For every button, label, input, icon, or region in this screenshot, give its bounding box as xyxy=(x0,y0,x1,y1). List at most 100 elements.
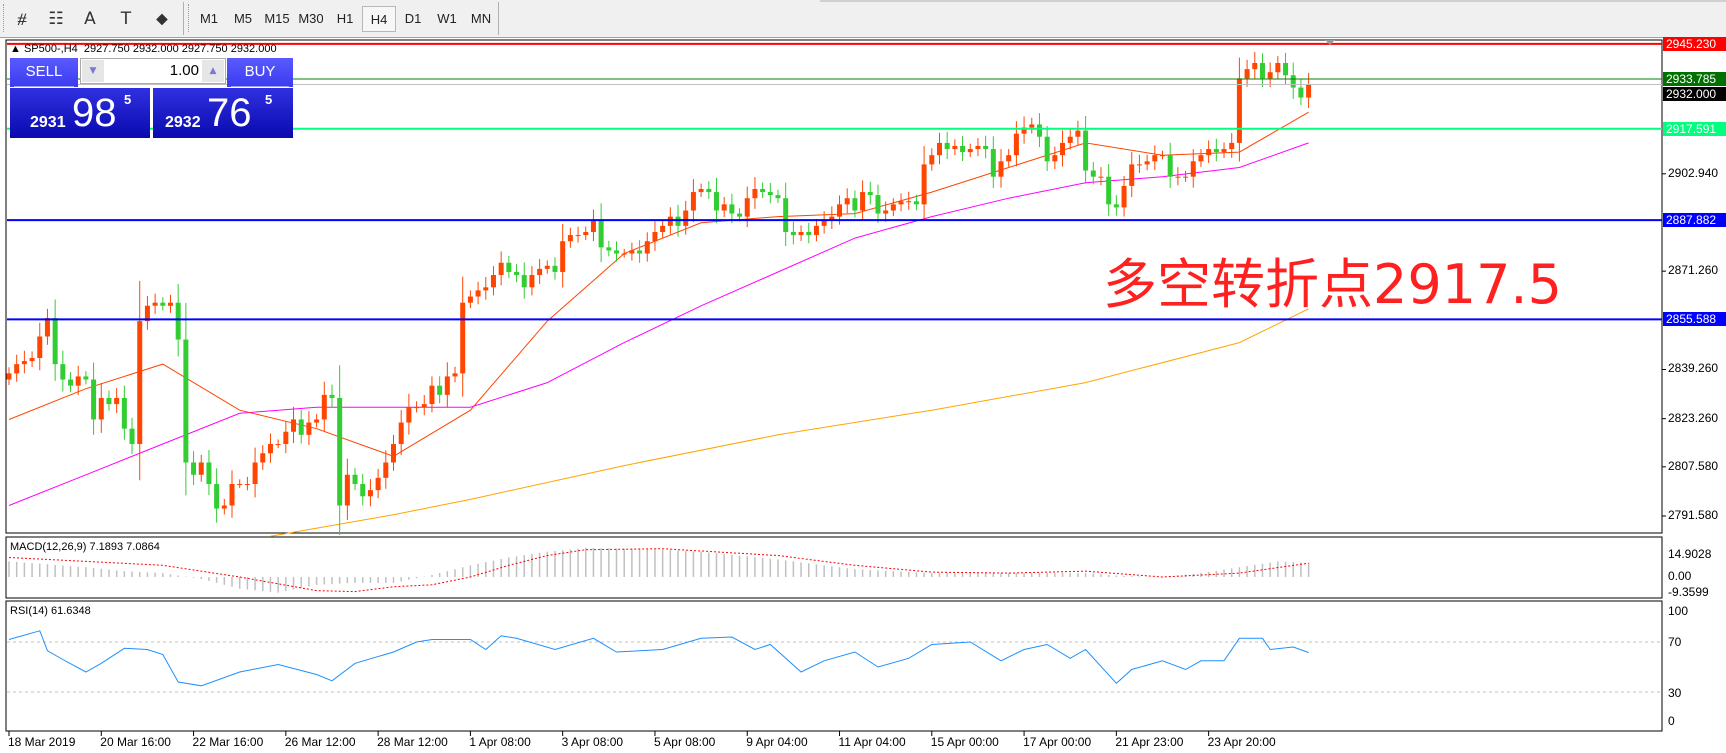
candle-body xyxy=(952,145,958,150)
candle xyxy=(521,262,527,299)
decrease-lot-icon[interactable]: ▼ xyxy=(82,60,104,82)
candle xyxy=(160,297,166,311)
candle xyxy=(137,280,143,481)
candle xyxy=(314,414,320,428)
candle-body xyxy=(1267,72,1273,79)
candle xyxy=(1067,129,1073,150)
candle-body xyxy=(1067,136,1073,143)
buy-price[interactable]: 2932 76 5 xyxy=(153,88,293,138)
candle xyxy=(14,354,20,382)
timeframe-m15[interactable]: M15 xyxy=(264,11,290,26)
candle xyxy=(1198,149,1204,167)
candle-body xyxy=(706,188,712,193)
candle-body xyxy=(137,321,143,445)
text-icon[interactable]: A xyxy=(84,9,96,29)
candle xyxy=(1098,167,1104,186)
sell-button[interactable]: SELL xyxy=(10,58,78,87)
increase-lot-icon[interactable]: ▲ xyxy=(202,60,224,82)
candle xyxy=(898,193,904,212)
timeframe-d1[interactable]: D1 xyxy=(404,11,422,26)
candle xyxy=(1190,149,1196,188)
candle-body xyxy=(713,192,719,211)
candle-body xyxy=(460,302,466,374)
candle xyxy=(152,293,158,314)
candle-body xyxy=(360,483,366,497)
one-click-trading-panel: SELL ▼ 1.00 ▲ BUY 2931 98 5 2932 76 5 xyxy=(10,58,293,138)
candle-body xyxy=(1098,176,1104,178)
candle xyxy=(644,232,650,262)
candle-body xyxy=(1167,155,1173,177)
candle-body xyxy=(875,195,881,214)
text-label-icon[interactable]: T xyxy=(120,9,132,29)
candle-body xyxy=(183,339,189,463)
candle xyxy=(1298,79,1304,106)
timeframe-m1[interactable]: M1 xyxy=(199,11,219,26)
candle xyxy=(583,226,589,240)
price-level-tag: 2945.230 xyxy=(1663,36,1726,51)
candle-body xyxy=(98,397,104,420)
lot-size-input[interactable]: 1.00 xyxy=(169,62,199,79)
buy-price-fraction: 5 xyxy=(265,92,273,107)
time-axis-label: 21 Apr 23:00 xyxy=(1115,735,1184,749)
buy-button[interactable]: BUY xyxy=(227,58,293,87)
fibonacci-icon[interactable]: ☷ xyxy=(48,9,64,29)
candle xyxy=(798,225,804,242)
candle xyxy=(1029,117,1035,134)
candle xyxy=(229,470,235,518)
candle-body xyxy=(667,216,673,226)
candle-body xyxy=(398,422,404,445)
candle-body xyxy=(160,302,166,306)
price-chart[interactable] xyxy=(0,38,1726,753)
timeframe-m5[interactable]: M5 xyxy=(233,11,253,26)
main-pane-frame xyxy=(5,39,1663,534)
toolbar-grip[interactable] xyxy=(3,4,6,32)
candle xyxy=(275,439,281,449)
candle xyxy=(1206,140,1212,163)
candle xyxy=(890,198,896,217)
candle xyxy=(752,177,758,209)
collapse-triangle-icon[interactable]: ▲ xyxy=(10,43,21,55)
candle xyxy=(629,242,635,261)
time-axis-label: 1 Apr 08:00 xyxy=(469,735,531,749)
candle xyxy=(252,447,258,498)
toolbar-grip[interactable] xyxy=(188,4,191,32)
candle xyxy=(944,131,950,159)
candle-body xyxy=(629,250,635,254)
candle xyxy=(306,411,312,446)
timeframe-m30[interactable]: M30 xyxy=(298,11,324,26)
candle xyxy=(936,132,942,165)
candle-body xyxy=(983,145,989,150)
time-axis-label: 23 Apr 20:00 xyxy=(1207,735,1276,749)
candle xyxy=(913,194,919,211)
candle xyxy=(337,365,343,535)
timeframe-w1[interactable]: W1 xyxy=(437,11,457,26)
timeframe-h1[interactable]: H1 xyxy=(336,11,354,26)
timeframe-mn[interactable]: MN xyxy=(470,11,492,26)
candle-body xyxy=(1044,136,1050,162)
pivot-annotation: 多空转折点2917.5 xyxy=(1103,253,1562,316)
sell-price[interactable]: 2931 98 5 xyxy=(10,88,150,138)
candle xyxy=(860,180,866,222)
candle xyxy=(1229,133,1235,158)
candle xyxy=(1152,145,1158,171)
candle xyxy=(844,188,850,214)
candle-body xyxy=(783,198,789,233)
candle xyxy=(1060,130,1066,167)
candle xyxy=(713,177,719,224)
candle-body xyxy=(837,204,843,217)
candle-body xyxy=(1052,155,1058,162)
arrows-icon[interactable]: ⬥ xyxy=(156,9,168,29)
candle-body xyxy=(344,474,350,506)
candle xyxy=(221,498,227,515)
lot-size-stepper[interactable]: ▼ 1.00 ▲ xyxy=(80,58,226,84)
candle-body xyxy=(106,397,112,405)
timeframe-h4[interactable]: H4 xyxy=(362,6,396,32)
candle-body xyxy=(606,247,612,251)
equidistant-channel-icon[interactable]: ⧣ xyxy=(17,9,27,29)
candle xyxy=(1213,138,1219,162)
candle-body xyxy=(1029,124,1035,128)
candle-body xyxy=(444,376,450,395)
candle xyxy=(260,445,266,470)
candle xyxy=(1283,52,1289,85)
candle xyxy=(83,371,89,385)
